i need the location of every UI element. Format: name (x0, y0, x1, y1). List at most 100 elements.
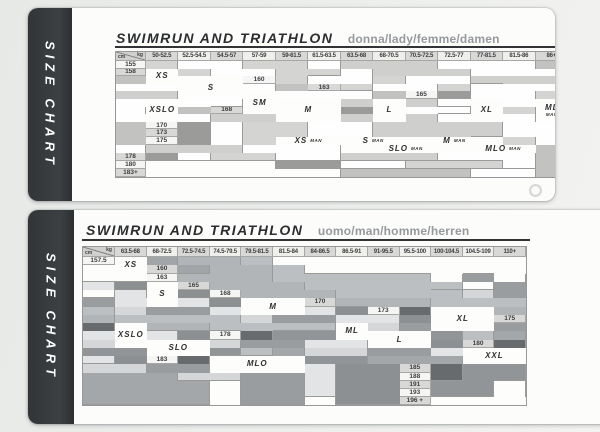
size-cell-empty (243, 160, 276, 169)
size-cell-m (308, 129, 341, 137)
size-cell-s (241, 290, 274, 299)
weight-col-header: 57-59 (243, 52, 276, 61)
size-cell-xl (367, 314, 400, 323)
size-cell-ml (275, 83, 309, 92)
size-cell-l (241, 339, 274, 348)
chart-subtitle-women: donna/lady/femme/damen (347, 32, 500, 46)
size-cell-empty (431, 257, 463, 266)
size-cell-l (462, 273, 495, 282)
weight-col-header: 81.5-84 (273, 247, 305, 257)
size-cell-m (304, 323, 337, 332)
size-cell-m (462, 298, 495, 307)
size-cell-m (178, 98, 211, 107)
size-cell-m (399, 281, 432, 290)
size-cell-xl (503, 114, 536, 122)
size-cell-l (273, 380, 305, 389)
size-cell-xl (308, 144, 341, 153)
size-cell-xxl (209, 298, 242, 307)
size-cell-s (503, 91, 536, 99)
size-cell-sm (243, 121, 276, 130)
size-region-label-xs: XS (115, 257, 147, 274)
height-row-header: 163 (308, 83, 341, 92)
size-region-label-suffix: MAN (509, 145, 521, 151)
size-cell-l (470, 129, 504, 137)
binder-hole (529, 184, 542, 197)
size-cell-m (494, 298, 526, 307)
weight-col-header: 68-72.5 (146, 247, 179, 257)
size-cell-xxl (115, 281, 147, 290)
size-cell-empty (146, 168, 179, 177)
size-cell-m (241, 323, 274, 332)
size-cell-l (241, 397, 274, 405)
size-cell-mlo (146, 380, 179, 389)
weight-col-header: 100-104.5 (431, 247, 463, 257)
size-cell-empty (304, 265, 337, 274)
size-cell-l (405, 129, 439, 137)
size-cell-xl (308, 91, 341, 99)
size-cell-mlo (115, 397, 147, 405)
size-cell-l (367, 347, 400, 356)
size-cell-xl (336, 314, 368, 323)
size-cell-s (83, 314, 115, 323)
size-cell-slo (304, 356, 337, 365)
height-row-header: 193 (399, 389, 432, 397)
size-cell-l (470, 76, 504, 84)
size-region-label-m: M (241, 298, 304, 315)
size-cell-empty (304, 397, 337, 405)
size-cell-s (210, 68, 244, 77)
size-cell-l (146, 144, 179, 153)
size-cell-m (336, 290, 368, 299)
size-cell-slo (115, 347, 147, 356)
size-cell-s (405, 106, 439, 115)
size-cell-xxl (178, 290, 210, 299)
size-cell-l (405, 61, 439, 69)
size-cell-m (146, 314, 179, 323)
weight-col-header: 104.5-109 (462, 247, 495, 257)
size-cell-xxl (367, 380, 400, 389)
size-cell-mlo_man (470, 168, 504, 177)
size-chart-band-women: SIZE CHART (28, 8, 72, 201)
size-cell-empty (431, 397, 463, 405)
height-row-header: 168 (210, 106, 244, 115)
size-cell-xl (535, 121, 555, 130)
size-cell-xl (470, 152, 504, 161)
size-cell-l (241, 372, 274, 381)
size-cell-empty (178, 168, 211, 177)
size-cell-xl (503, 121, 536, 130)
size-region-label-text: S (159, 289, 166, 299)
height-row-header: 165 (405, 91, 439, 99)
size-cell-xl (503, 160, 536, 169)
size-cell-slo_man (340, 168, 374, 177)
height-row-header: 155 (116, 61, 146, 69)
size-chart-card-women: SIZE CHART SWIMRUN AND TRIATHLON donna/l… (28, 8, 555, 201)
title-rule-women (115, 46, 555, 48)
size-cell-empty (494, 380, 526, 389)
size-cell-empty (83, 265, 115, 274)
size-cell-xslo (146, 152, 179, 161)
size-cell-empty (462, 257, 495, 266)
size-cell-l (405, 152, 439, 161)
size-region-label-text: XS (155, 71, 169, 81)
size-region-label-s_man: S MAN (341, 136, 406, 145)
size-cell-xl (503, 68, 536, 77)
size-cell-mlo (178, 380, 210, 389)
size-cell-s (210, 136, 244, 145)
size-cell-empty (308, 168, 341, 177)
size-cell-slo (209, 347, 242, 356)
size-cell-m (399, 290, 432, 299)
size-cell-xl (146, 331, 179, 340)
size-cell-m (275, 152, 309, 161)
size-cell-l (535, 76, 555, 84)
size-cell-mlo (83, 389, 115, 397)
size-cell-slo (273, 331, 305, 340)
size-region-label-xs: XS (146, 69, 178, 84)
size-cell-m (336, 281, 368, 290)
size-cell-l (399, 347, 432, 356)
size-cell-l (494, 323, 526, 332)
size-cell-s (340, 76, 374, 84)
size-cell-l (178, 364, 210, 373)
size-region-label-text: ML (345, 326, 359, 336)
size-cell-mlo (115, 389, 147, 397)
size-cell-l (494, 290, 526, 299)
size-cell-sm (535, 91, 555, 99)
